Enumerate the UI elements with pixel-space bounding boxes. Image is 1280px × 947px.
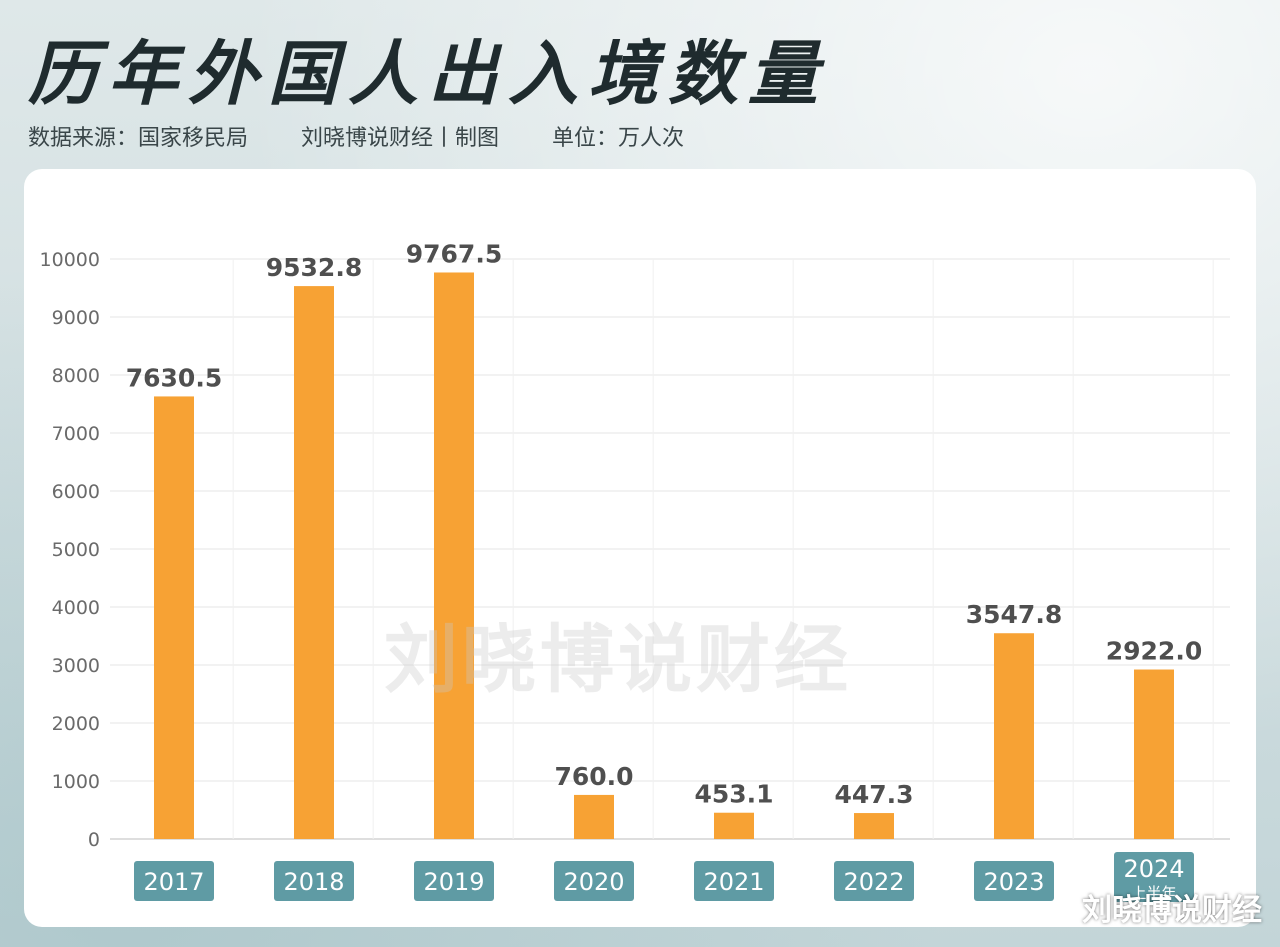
- y-tick-label: 6000: [52, 481, 100, 503]
- category-badge: [974, 861, 1054, 901]
- category-badge: [134, 861, 214, 901]
- bar: [154, 396, 194, 839]
- bar: [1134, 669, 1174, 839]
- subtitle: 数据来源：国家移民局 刘晓博说财经丨制图 单位：万人次: [28, 120, 730, 152]
- data-label: 9532.8: [266, 253, 362, 282]
- y-tick-label: 2000: [52, 713, 100, 735]
- x-tick-label: 2020: [563, 868, 624, 896]
- bar: [434, 272, 474, 839]
- category-badge: [834, 861, 914, 901]
- category-badge: [414, 861, 494, 901]
- page-title: 历年外国人出入境数量: [28, 32, 828, 115]
- y-tick-label: 9000: [52, 307, 100, 329]
- bar: [574, 794, 614, 839]
- unit-text: 单位：万人次: [552, 126, 685, 151]
- bar: [854, 813, 894, 839]
- bar: [294, 286, 334, 839]
- category-badge: [274, 861, 354, 901]
- x-tick-label: 2017: [143, 868, 204, 896]
- x-tick-label: 2021: [703, 868, 764, 896]
- x-tick-label: 2019: [423, 868, 484, 896]
- x-tick-label: 2018: [283, 868, 344, 896]
- data-label: 3547.8: [966, 600, 1062, 629]
- y-tick-label: 0: [88, 829, 100, 851]
- data-source-text: 数据来源：国家移民局: [28, 126, 249, 151]
- data-label: 7630.5: [126, 363, 222, 392]
- data-label: 453.1: [694, 780, 773, 809]
- data-label: 760.0: [554, 762, 633, 791]
- corner-watermark: 刘晓博说财经: [1082, 893, 1262, 928]
- x-tick-label: 2023: [983, 868, 1044, 896]
- x-tick-label: 2024: [1123, 855, 1184, 883]
- y-tick-label: 10000: [40, 249, 100, 271]
- y-tick-label: 8000: [52, 365, 100, 387]
- category-badge: [1114, 852, 1194, 902]
- y-tick-label: 5000: [52, 539, 100, 561]
- watermark: 刘晓博说财经: [384, 617, 852, 703]
- bar: [714, 812, 754, 839]
- chart-panel: [24, 169, 1256, 927]
- data-label: 9767.5: [406, 239, 502, 268]
- y-tick-label: 4000: [52, 597, 100, 619]
- credit-text: 刘晓博说财经丨制图: [301, 126, 500, 151]
- y-tick-label: 1000: [52, 771, 100, 793]
- y-tick-label: 3000: [52, 655, 100, 677]
- category-badge: [694, 861, 774, 901]
- data-label: 2922.0: [1106, 637, 1202, 666]
- x-tick-sublabel: 上半年: [1131, 884, 1176, 902]
- bar: [994, 633, 1034, 839]
- y-tick-label: 7000: [52, 423, 100, 445]
- data-label: 447.3: [834, 780, 913, 809]
- category-badge: [554, 861, 634, 901]
- x-tick-label: 2022: [843, 868, 904, 896]
